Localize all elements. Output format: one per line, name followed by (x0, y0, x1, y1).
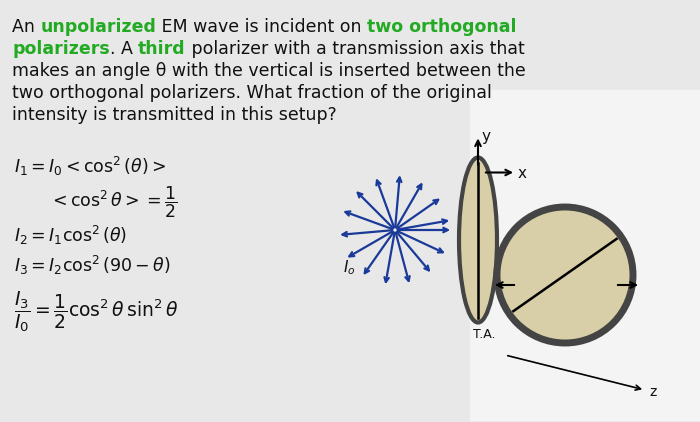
Text: T.A.: T.A. (473, 327, 496, 341)
Text: $I_1 = I_0 < \cos^2(\theta) >$: $I_1 = I_0 < \cos^2(\theta) >$ (14, 155, 166, 178)
Text: $I_3 = I_2\cos^2(90 - \theta)$: $I_3 = I_2\cos^2(90 - \theta)$ (14, 254, 171, 277)
Bar (470, 90, 700, 420)
Text: x: x (518, 165, 527, 181)
Text: z: z (649, 385, 657, 399)
Text: polarizers: polarizers (12, 40, 110, 58)
Text: polarizer with a transmission axis that: polarizer with a transmission axis that (186, 40, 524, 58)
Text: $I_2 = I_1\cos^2(\theta)$: $I_2 = I_1\cos^2(\theta)$ (14, 224, 127, 247)
Text: . A: . A (110, 40, 138, 58)
Text: $< \cos^2\theta > = \dfrac{1}{2}$: $< \cos^2\theta > = \dfrac{1}{2}$ (49, 185, 177, 220)
Text: $I_o$: $I_o$ (343, 258, 356, 277)
Text: two orthogonal polarizers. What fraction of the original: two orthogonal polarizers. What fraction… (12, 84, 492, 102)
Text: y: y (482, 130, 491, 144)
Text: makes an angle θ with the vertical is inserted between the: makes an angle θ with the vertical is in… (12, 62, 526, 80)
Text: intensity is transmitted in this setup?: intensity is transmitted in this setup? (12, 106, 337, 124)
Ellipse shape (459, 157, 497, 322)
Text: $\dfrac{I_3}{I_0} = \dfrac{1}{2}\cos^2\theta\,\sin^2\theta$: $\dfrac{I_3}{I_0} = \dfrac{1}{2}\cos^2\t… (14, 290, 178, 335)
Text: An: An (12, 18, 41, 36)
Text: EM wave is incident on: EM wave is incident on (156, 18, 368, 36)
Text: unpolarized: unpolarized (41, 18, 156, 36)
Text: two orthogonal: two orthogonal (368, 18, 517, 36)
Text: third: third (138, 40, 186, 58)
Ellipse shape (497, 207, 633, 343)
